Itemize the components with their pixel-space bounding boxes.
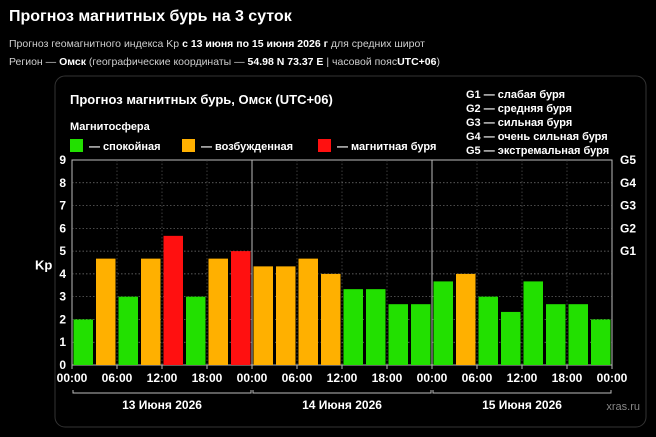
- bar-day2-1: [253, 266, 273, 365]
- legend-label-calm: — спокойная: [89, 141, 161, 153]
- y-axis-label: Kp: [35, 257, 52, 272]
- x-tick-label: 00:00: [417, 371, 448, 385]
- bar-day3-7: [568, 304, 588, 365]
- description-prefix: Прогноз геомагнитного индекса Kp: [9, 38, 180, 50]
- bar-day2-5: [343, 289, 363, 365]
- bar-day2-8: [411, 304, 431, 365]
- region-name: Омск: [59, 56, 86, 68]
- bar-day2-2: [276, 266, 296, 365]
- x-tick-label: 00:00: [237, 371, 268, 385]
- chart-title: Прогноз магнитных бурь, Омск (UTC+06): [70, 92, 333, 107]
- region-info: Регион — Омск (географические координаты…: [9, 56, 440, 68]
- legend-label-excited: — возбужденная: [201, 141, 293, 153]
- bar-day2-3: [298, 258, 318, 365]
- day-label: 14 Июня 2026: [302, 398, 382, 412]
- legend-title: Магнитосфера: [70, 121, 151, 133]
- y-tick-label: 0: [59, 358, 66, 372]
- watermark: xras.ru: [606, 401, 640, 413]
- date-range: с 13 июня по 15 июня 2026 г: [182, 38, 328, 50]
- region-prefix: Регион —: [9, 56, 57, 68]
- bar-day3-5: [523, 281, 543, 365]
- plot-area: 0 1 2 3 4 5 6 7 8 9 G1 G2 G3 G4 G5 Kp 00:00 06:00 12:00 18:…: [35, 153, 636, 412]
- bar-day3-3: [478, 296, 498, 365]
- g-scale-legend: G1 — слабая буря G2 — средняя буря G3 — си…: [466, 89, 609, 157]
- bar-day2-6: [366, 289, 386, 365]
- timezone-prefix: | часовой пояс: [326, 56, 398, 68]
- legend-label-storm: — магнитная буря: [337, 141, 436, 153]
- bar-day3-6: [546, 304, 566, 365]
- bar-day1-8: [231, 251, 251, 365]
- y-tick-label: 6: [59, 221, 66, 235]
- x-tick-label: 06:00: [282, 371, 313, 385]
- g-scale-item-g4: G4 — очень сильная буря: [466, 131, 608, 143]
- g-axis-label-g4: G4: [620, 176, 636, 190]
- bar-day3-4: [501, 311, 521, 365]
- day-bracket: [72, 390, 252, 394]
- y-tick-label: 7: [59, 199, 66, 213]
- forecast-description: Прогноз геомагнитного индекса Kp с 13 ию…: [9, 38, 425, 50]
- coordinates: 54.98 N 73.37 E: [247, 56, 324, 68]
- g-scale-item-g1: G1 — слабая буря: [466, 89, 565, 101]
- bar-day2-4: [321, 273, 341, 365]
- day-label: 13 Июня 2026: [122, 398, 202, 412]
- g-axis-label-g1: G1: [620, 244, 636, 258]
- legend-swatch-calm: [70, 139, 83, 152]
- legend: — спокойная — возбужденная — магнитная бур…: [70, 139, 436, 153]
- page-title: Прогноз магнитных бурь на 3 суток: [9, 8, 292, 25]
- coords-prefix: (географические координаты —: [88, 56, 245, 68]
- bar-day2-7: [388, 304, 408, 365]
- bar-day1-6: [186, 296, 206, 365]
- x-tick-label: 00:00: [597, 371, 628, 385]
- y-tick-label: 2: [59, 312, 66, 326]
- x-tick-label: 12:00: [507, 371, 538, 385]
- g-axis-label-g3: G3: [620, 199, 636, 213]
- g-axis-label-g5: G5: [620, 153, 636, 167]
- bar-day1-7: [208, 258, 228, 365]
- description-suffix: для средних широт: [330, 38, 425, 50]
- legend-swatch-excited: [182, 139, 195, 152]
- g-scale-item-g5: G5 — экстремальная буря: [466, 145, 609, 157]
- bar-day1-5: [163, 235, 183, 365]
- bar-day1-4: [141, 258, 161, 365]
- g-axis-label-g2: G2: [620, 221, 636, 235]
- y-tick-label: 5: [59, 244, 66, 258]
- x-tick-label: 18:00: [192, 371, 223, 385]
- bar-day3-8: [591, 319, 611, 365]
- x-tick-label: 18:00: [372, 371, 403, 385]
- bar-day1-1: [73, 319, 93, 365]
- legend-swatch-storm: [318, 139, 331, 152]
- y-tick-label: 9: [59, 153, 66, 167]
- x-tick-label: 00:00: [57, 371, 88, 385]
- y-tick-label: 4: [59, 267, 66, 281]
- bar-day1-3: [118, 296, 138, 365]
- x-tick-label: 12:00: [327, 371, 358, 385]
- day-label: 15 Июня 2026: [482, 398, 562, 412]
- day-bracket: [432, 390, 612, 394]
- x-tick-label: 12:00: [147, 371, 178, 385]
- day-bracket: [252, 390, 432, 394]
- bar-day3-1: [433, 281, 453, 365]
- x-tick-label: 06:00: [102, 371, 133, 385]
- g-scale-item-g2: G2 — средняя буря: [466, 103, 572, 115]
- timezone: UTC+06: [397, 56, 437, 68]
- g-scale-item-g3: G3 — сильная буря: [466, 117, 572, 129]
- y-tick-label: 1: [59, 335, 66, 349]
- y-tick-label: 3: [59, 290, 66, 304]
- region-suffix: ): [436, 56, 440, 68]
- x-tick-label: 06:00: [462, 371, 493, 385]
- bar-day1-2: [96, 258, 116, 365]
- y-tick-label: 8: [59, 176, 66, 190]
- bar-day3-2: [456, 273, 476, 365]
- x-tick-label: 18:00: [552, 371, 583, 385]
